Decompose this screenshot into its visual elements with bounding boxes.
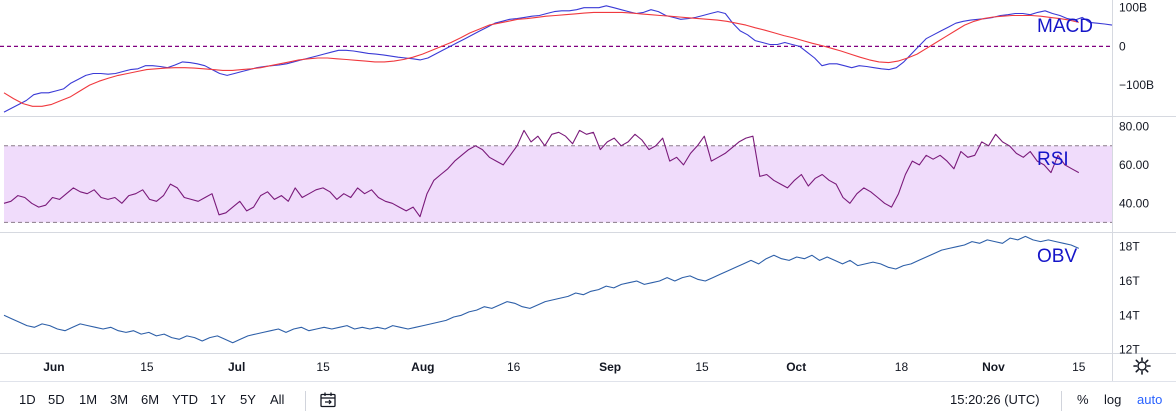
x-tick-label: Jul xyxy=(228,360,245,374)
timeframe-1m-button[interactable]: 1M xyxy=(79,392,98,407)
x-tick-label: 15 xyxy=(140,360,154,374)
macd-series-line-1 xyxy=(3,11,1079,107)
y-tick-label: 0 xyxy=(1119,39,1126,53)
x-tick-label: 18 xyxy=(895,360,909,374)
toolbar-divider xyxy=(1061,391,1062,411)
y-tick-label: 100B xyxy=(1119,1,1147,15)
rsi-band xyxy=(4,145,1112,223)
timeframe-5d-button[interactable]: 5D xyxy=(48,392,65,407)
calendar-icon[interactable] xyxy=(319,391,337,409)
y-tick-label: 80.00 xyxy=(1119,120,1149,134)
x-tick-label: Aug xyxy=(411,360,434,374)
timeframe-1y-button[interactable]: 1Y xyxy=(210,392,226,407)
y-tick-label: 18T xyxy=(1119,240,1140,254)
timeframe-5y-button[interactable]: 5Y xyxy=(240,392,256,407)
timeframe-all-button[interactable]: All xyxy=(270,392,285,407)
y-tick-label: 16T xyxy=(1119,274,1140,288)
x-tick-label: 15 xyxy=(695,360,709,374)
macd-panel-label: MACD xyxy=(1037,16,1093,37)
x-tick-label: Nov xyxy=(982,360,1005,374)
x-tick-label: 16 xyxy=(507,360,521,374)
toolbar-divider xyxy=(305,391,306,411)
y-tick-label: −100B xyxy=(1119,78,1154,92)
chart-canvas: 100B 0 −100B MACD 80.00 60.00 40.00 RSI 18T 16T 14… xyxy=(0,0,1176,381)
y-tick-label: 60.00 xyxy=(1119,158,1149,172)
bottom-toolbar: 1D 5D 1M 3M 6M YTD 1Y 5Y All 15:20:26 (U… xyxy=(0,381,1176,419)
x-tick-label: Sep xyxy=(599,360,621,374)
y-tick-label: 14T xyxy=(1119,308,1140,322)
x-tick-label: 15 xyxy=(1072,360,1086,374)
y-tick-label: 40.00 xyxy=(1119,196,1149,210)
clock-time: 15:20:26 (UTC) xyxy=(950,392,1040,407)
x-tick-label: Jun xyxy=(43,360,64,374)
x-tick-label: Oct xyxy=(786,360,806,374)
rsi-series-line-0 xyxy=(3,129,1080,218)
log-scale-button[interactable]: log xyxy=(1104,392,1122,407)
timeframe-3m-button[interactable]: 3M xyxy=(110,392,129,407)
y-tick-label: 12T xyxy=(1119,343,1140,357)
timeframe-6m-button[interactable]: 6M xyxy=(141,392,160,407)
macd-series-line-0 xyxy=(3,5,1113,113)
percent-scale-button[interactable]: % xyxy=(1077,392,1089,407)
x-tick-label: 15 xyxy=(316,360,330,374)
obv-series-line-0 xyxy=(3,235,1080,344)
timeframe-1d-button[interactable]: 1D xyxy=(19,392,36,407)
obv-panel-label: OBV xyxy=(1037,246,1077,267)
rsi-panel-label: RSI xyxy=(1037,149,1069,170)
gear-icon[interactable] xyxy=(1133,357,1151,375)
auto-scale-button[interactable]: auto xyxy=(1137,392,1163,407)
timeframe-ytd-button[interactable]: YTD xyxy=(172,392,198,407)
